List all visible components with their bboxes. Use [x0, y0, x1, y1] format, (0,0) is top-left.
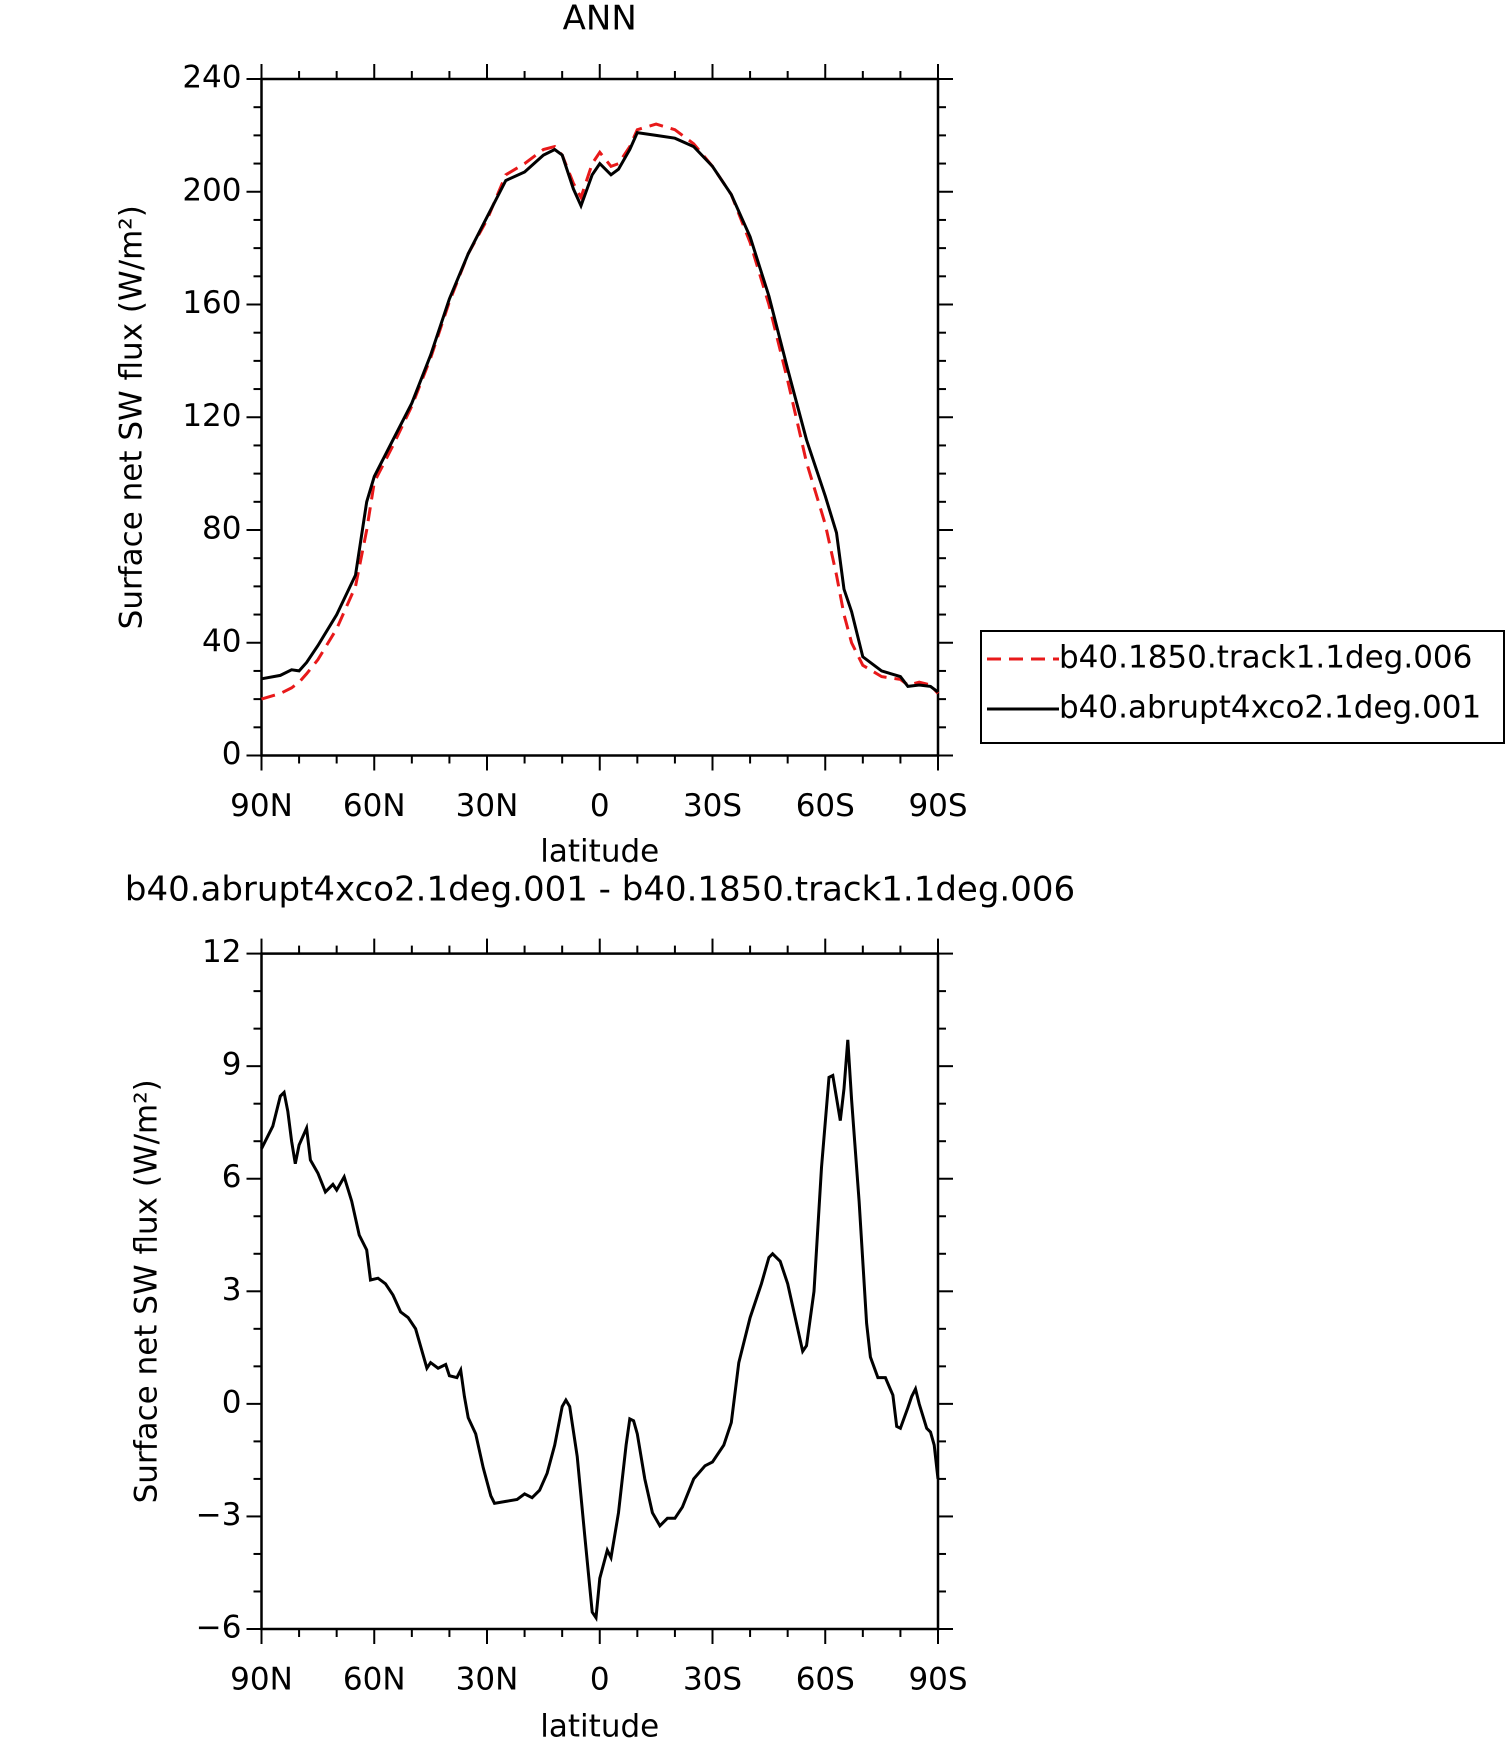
data-line	[261, 122, 940, 701]
x-tick-label: 0	[590, 788, 610, 824]
x-tick-label: 90N	[230, 1662, 293, 1698]
chart-title: b40.abrupt4xco2.1deg.001 - b40.1850.trac…	[125, 870, 1075, 910]
x-tick-label: 60S	[796, 788, 855, 824]
y-tick-label: 80	[202, 511, 241, 547]
y-axis-label: Surface net SW flux (W/m²)	[114, 205, 150, 629]
x-tick-label: 30S	[683, 1662, 742, 1698]
x-tick-label: 60S	[796, 1662, 855, 1698]
x-tick-label: 90S	[908, 1662, 967, 1698]
y-tick-label: −3	[196, 1497, 242, 1533]
x-axis-label: latitude	[540, 1709, 659, 1743]
y-tick-label: 12	[202, 934, 241, 970]
data-line	[260, 1039, 940, 1622]
x-tick-label: 60N	[343, 1662, 406, 1698]
x-axis-label: latitude	[540, 834, 659, 870]
y-tick-label: 0	[222, 1384, 242, 1420]
y-tick-label: 240	[182, 60, 241, 96]
x-tick-label: 30N	[456, 788, 519, 824]
y-tick-label: 160	[182, 285, 241, 321]
x-tick-label: 90N	[230, 788, 293, 824]
plot-frame	[260, 952, 940, 1631]
x-tick-label: 30N	[456, 1662, 519, 1698]
y-tick-label: 6	[222, 1159, 242, 1195]
x-tick-label: 60N	[343, 788, 406, 824]
x-tick-label: 90S	[908, 788, 967, 824]
y-tick-label: 9	[222, 1047, 242, 1083]
legend-label: b40.1850.track1.1deg.006	[1059, 640, 1472, 676]
y-tick-label: 40	[202, 623, 241, 659]
y-tick-label: 3	[222, 1272, 242, 1308]
x-tick-label: 0	[590, 1662, 610, 1698]
y-tick-label: 0	[222, 736, 242, 772]
data-line	[261, 130, 939, 694]
legend-box	[980, 630, 1505, 744]
y-tick-label: 120	[182, 398, 241, 434]
x-tick-label: 30S	[683, 788, 742, 824]
y-tick-label: 200	[182, 172, 241, 208]
legend-label: b40.abrupt4xco2.1deg.001	[1059, 690, 1481, 726]
y-tick-label: −6	[196, 1610, 242, 1646]
plot-frame	[260, 77, 940, 757]
chart-title: ANN	[563, 0, 637, 39]
y-axis-label: Surface net SW flux (W/m²)	[129, 1079, 165, 1503]
